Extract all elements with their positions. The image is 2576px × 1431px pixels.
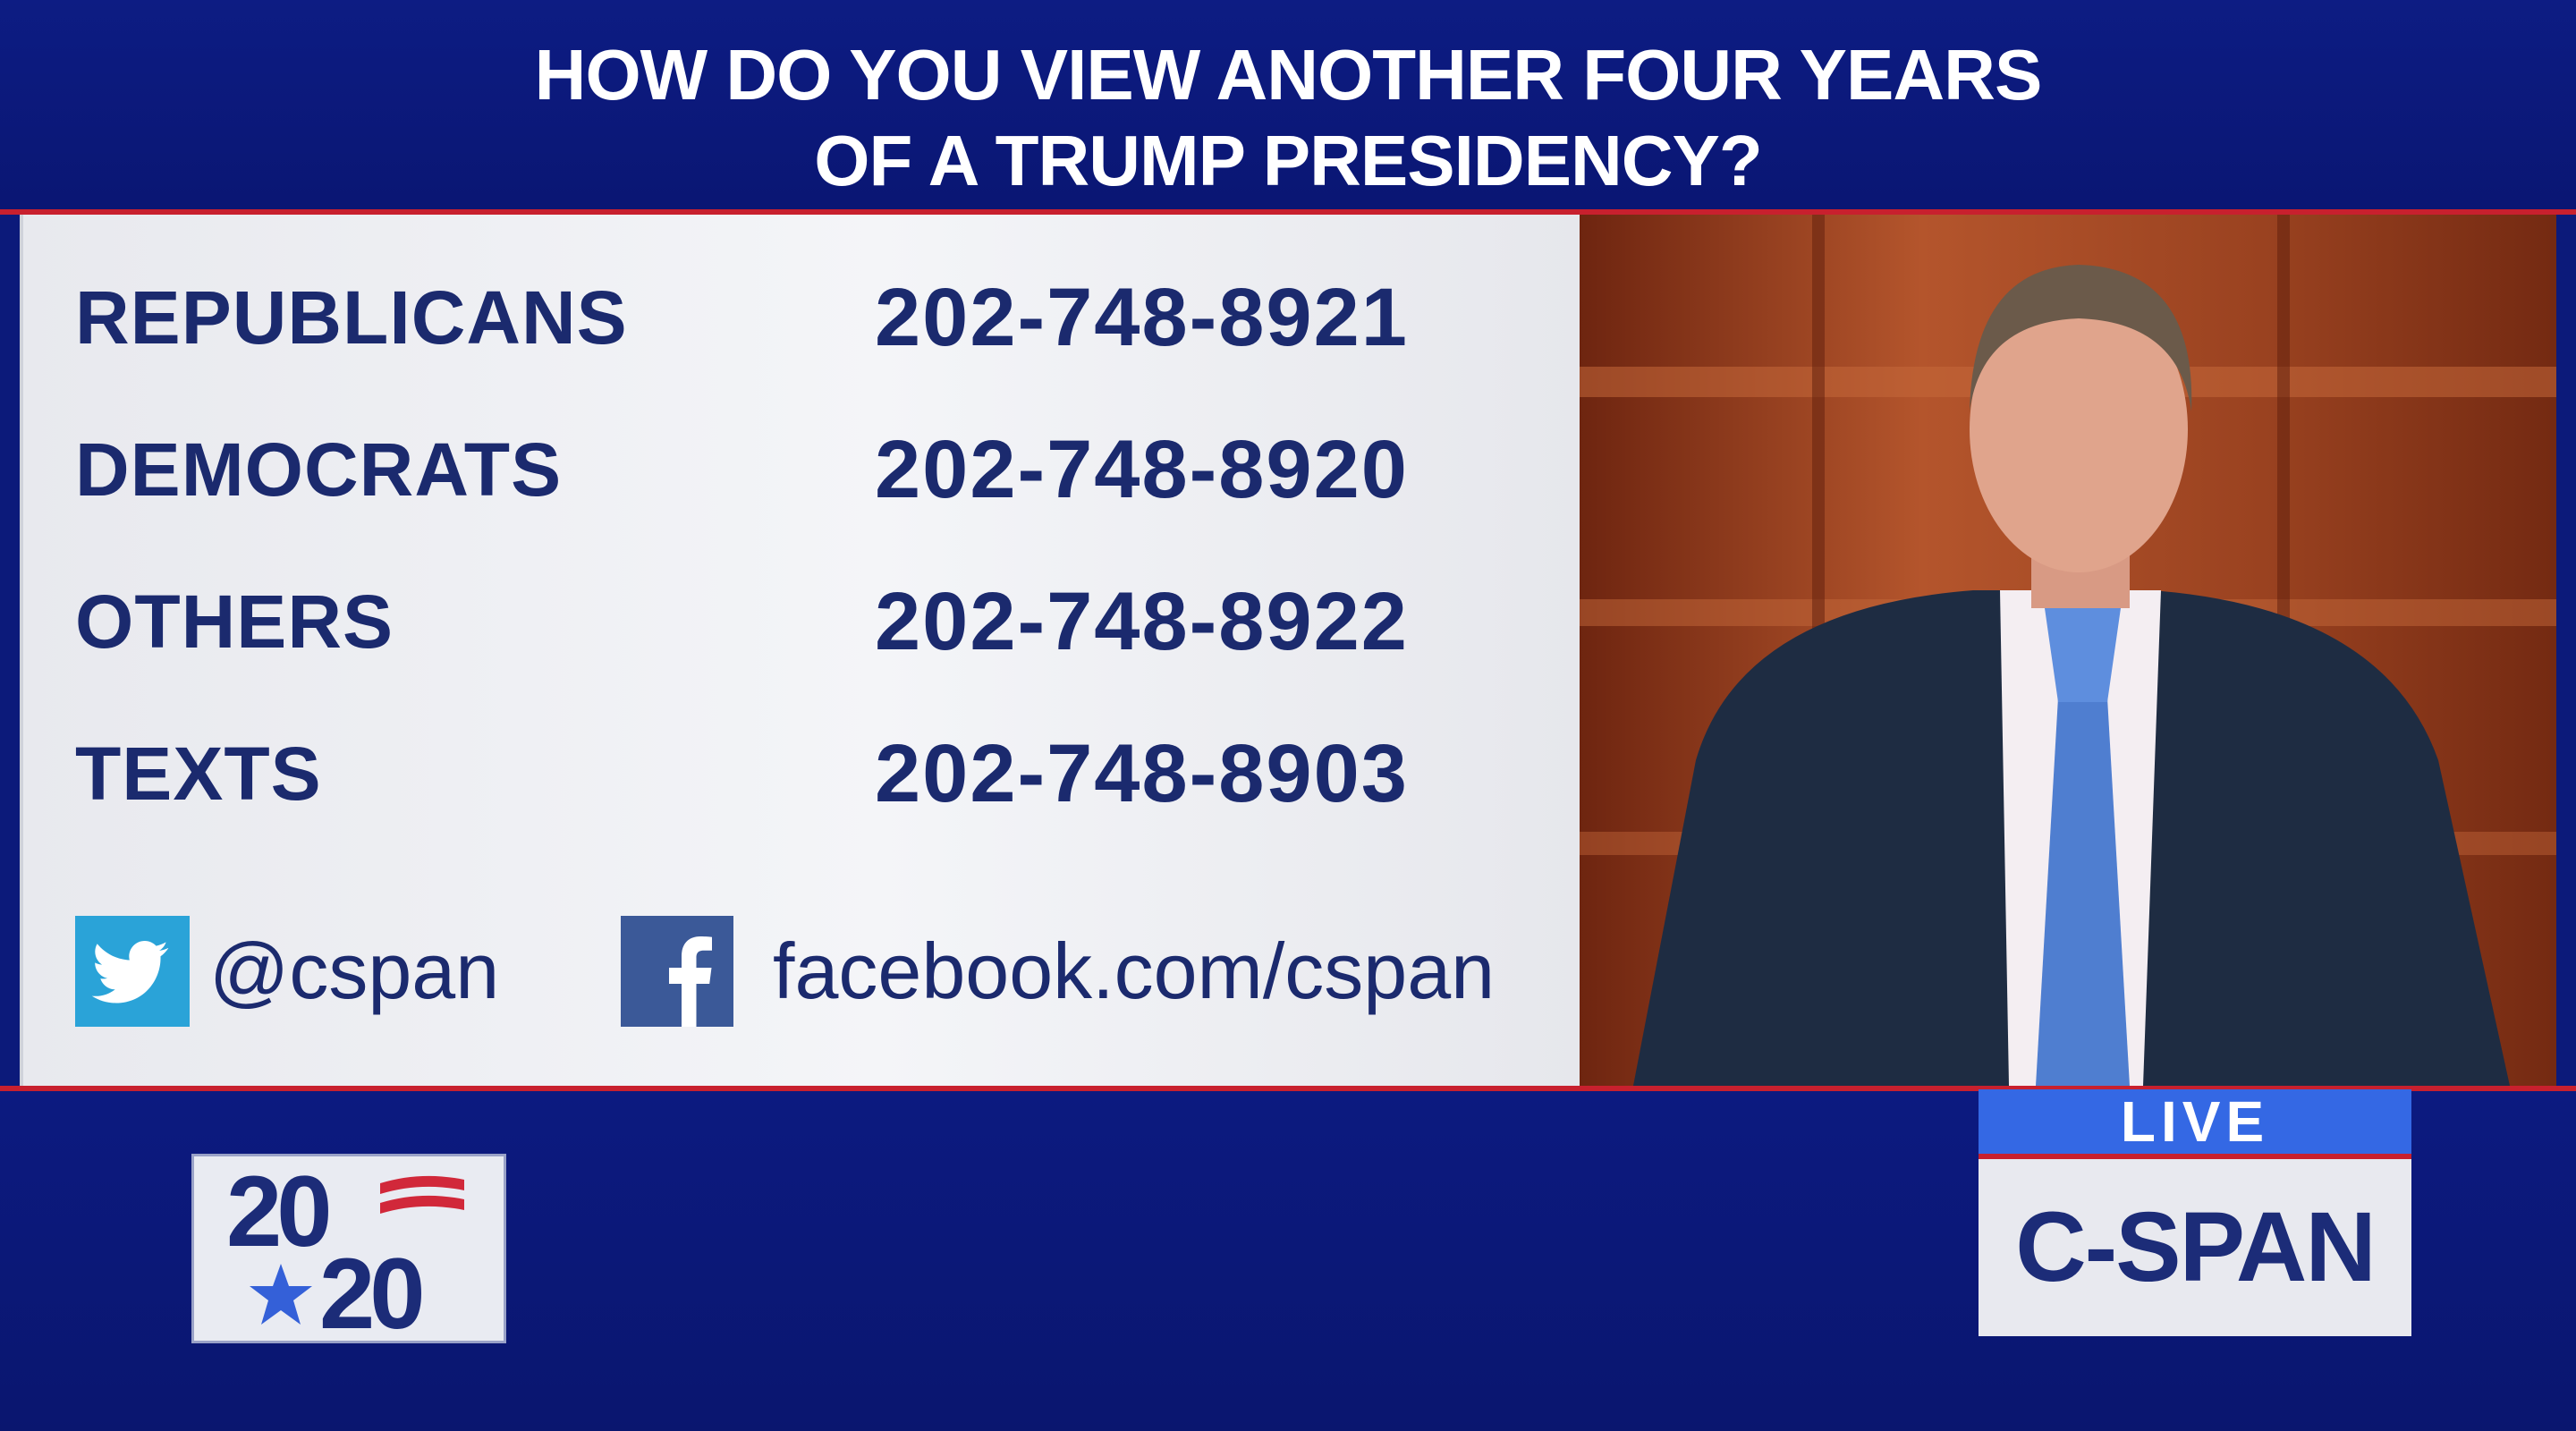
call-line-label: TEXTS [75, 732, 322, 816]
call-line-democrats: DEMOCRATS 202-748-8920 [75, 420, 1551, 519]
call-in-panel: REPUBLICANS 202-748-8921 DEMOCRATS 202-7… [20, 215, 1580, 1086]
call-line-label: REPUBLICANS [75, 275, 628, 360]
social-row: @cspan facebook.com/cspan [75, 916, 1560, 1032]
logo-top-digits: 20 [226, 1156, 333, 1267]
video-feed [1580, 215, 2556, 1086]
logo-bottom-digits: 20 [319, 1238, 426, 1350]
live-red-rule [1979, 1154, 2411, 1159]
host-video-frame [1580, 215, 2556, 1086]
twitter-handle[interactable]: @cspan [209, 927, 500, 1015]
flag-stripes-icon [380, 1175, 464, 1214]
headline-line-1: HOW DO YOU VIEW ANOTHER FOUR YEARS [534, 35, 2043, 114]
call-line-number: 202-748-8921 [875, 272, 1409, 363]
call-line-number: 202-748-8903 [875, 728, 1409, 819]
call-line-texts: TEXTS 202-748-8903 [75, 724, 1551, 823]
call-line-label: DEMOCRATS [75, 428, 563, 512]
call-line-number: 202-748-8920 [875, 424, 1409, 515]
call-line-number: 202-748-8922 [875, 576, 1409, 667]
headline-bar: HOW DO YOU VIEW ANOTHER FOUR YEARS OF A … [0, 0, 2576, 211]
headline-line-2: OF A TRUMP PRESIDENCY? [814, 121, 1763, 200]
facebook-url[interactable]: facebook.com/cspan [773, 927, 1496, 1015]
top-red-rule [0, 209, 2576, 215]
call-line-republicans: REPUBLICANS 202-748-8921 [75, 268, 1551, 367]
call-line-others: OTHERS 202-748-8922 [75, 572, 1551, 671]
star-icon [250, 1264, 312, 1325]
facebook-f-icon [621, 916, 733, 1027]
call-line-label: OTHERS [75, 580, 394, 664]
twitter-bird-icon [75, 916, 190, 1027]
live-indicator: LIVE [1979, 1089, 2411, 1154]
bottom-red-rule [0, 1086, 2576, 1091]
network-logo: C-SPAN [1979, 1159, 2411, 1336]
election-2020-logo: 20 20 [191, 1154, 506, 1350]
headline: HOW DO YOU VIEW ANOTHER FOUR YEARS OF A … [0, 32, 2576, 204]
